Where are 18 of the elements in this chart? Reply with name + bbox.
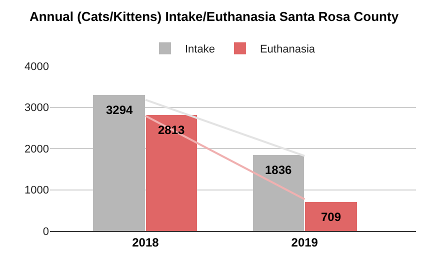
y-tick-label: 1000: [24, 184, 49, 197]
x-tick-label: 2019: [291, 235, 318, 250]
y-tick-label: 0: [42, 226, 49, 238]
x-tick-label: 2018: [132, 235, 160, 250]
data-label: 709: [321, 210, 342, 224]
legend-label: Intake: [185, 43, 215, 56]
bar: [146, 115, 197, 231]
y-tick-label: 3000: [24, 102, 49, 114]
bar: [253, 155, 304, 231]
legend-label: Euthanasia: [260, 43, 316, 56]
y-tick-label: 4000: [24, 60, 49, 73]
chart-title: Annual (Cats/Kittens) Intake/Euthanasia Santa Rosa County: [29, 8, 400, 24]
bar: [305, 202, 357, 231]
bar: [93, 95, 145, 231]
data-label: 1836: [265, 163, 292, 177]
y-tick-label: 2000: [24, 143, 49, 156]
data-label: 3294: [106, 103, 134, 117]
data-label: 2813: [158, 123, 186, 137]
